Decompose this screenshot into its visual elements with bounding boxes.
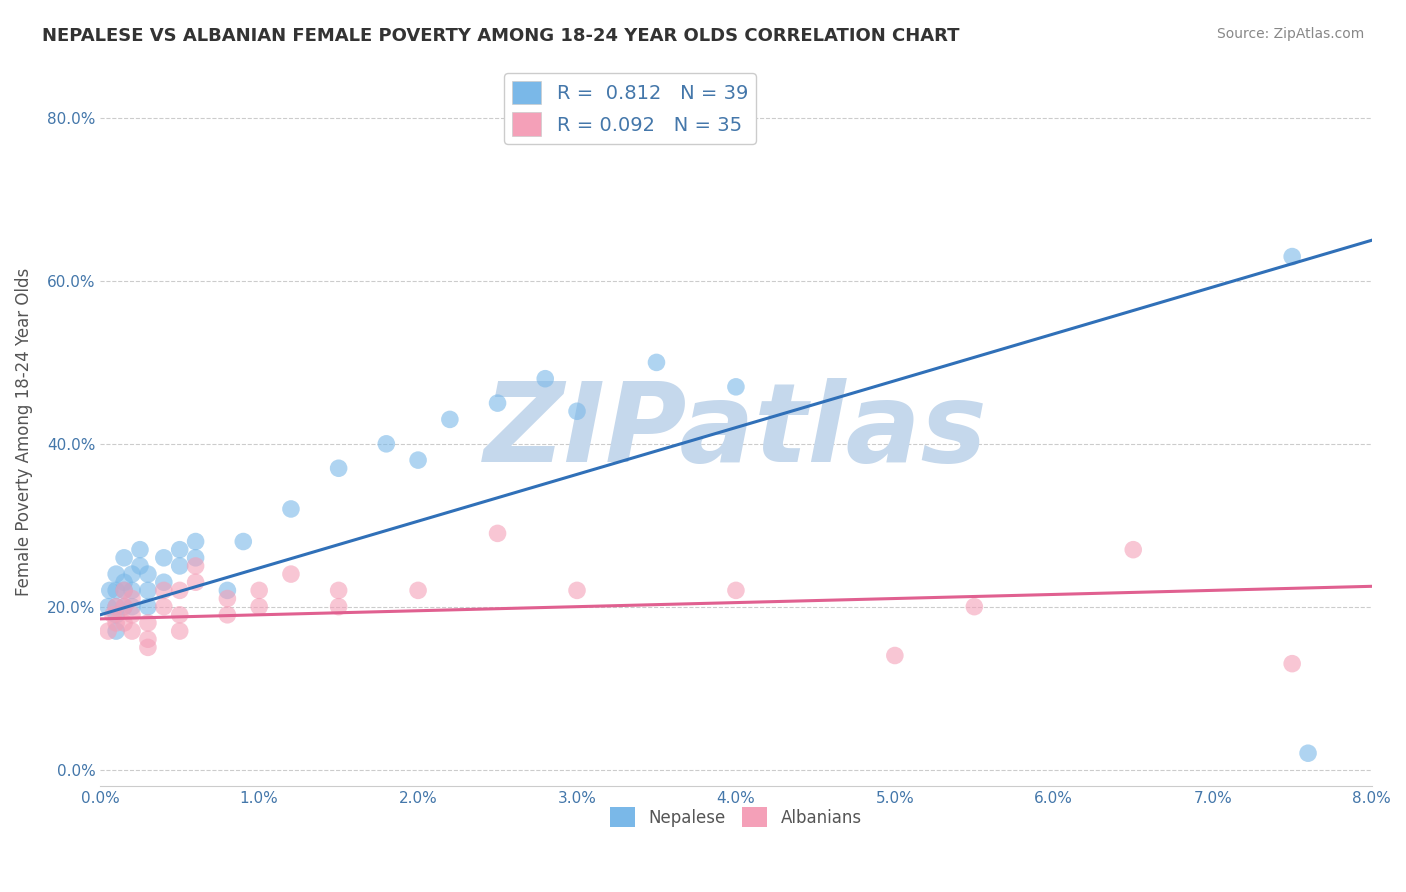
Point [97, 599, 120, 614]
Point [121, 607, 143, 622]
Point [486, 526, 509, 541]
Point [1281, 657, 1303, 671]
Point [153, 575, 176, 590]
Point [136, 640, 159, 655]
Point [112, 550, 135, 565]
Point [121, 591, 143, 606]
Point [328, 583, 350, 598]
Point [112, 599, 135, 614]
Point [105, 599, 128, 614]
Point [184, 534, 207, 549]
Point [724, 583, 747, 598]
Point [439, 412, 461, 426]
Point [121, 567, 143, 582]
Point [153, 550, 176, 565]
Point [169, 583, 191, 598]
Point [406, 583, 429, 598]
Point [232, 534, 254, 549]
Point [724, 380, 747, 394]
Point [169, 542, 191, 557]
Point [136, 632, 159, 647]
Point [97, 624, 120, 638]
Point [1281, 250, 1303, 264]
Point [169, 558, 191, 573]
Point [105, 567, 128, 582]
Point [136, 567, 159, 582]
Point [565, 404, 588, 418]
Point [169, 607, 191, 622]
Point [121, 599, 143, 614]
Point [486, 396, 509, 410]
Point [375, 437, 398, 451]
Legend: Nepalese, Albanians: Nepalese, Albanians [603, 800, 869, 834]
Point [98, 583, 121, 598]
Point [247, 583, 270, 598]
Point [280, 502, 302, 516]
Y-axis label: Female Poverty Among 18-24 Year Olds: Female Poverty Among 18-24 Year Olds [15, 268, 32, 596]
Point [406, 453, 429, 467]
Point [280, 567, 302, 582]
Point [136, 599, 159, 614]
Point [153, 599, 176, 614]
Point [129, 542, 152, 557]
Point [105, 583, 128, 598]
Point [217, 583, 239, 598]
Point [217, 607, 239, 622]
Point [217, 591, 239, 606]
Point [105, 607, 128, 622]
Point [112, 575, 135, 590]
Point [105, 599, 128, 614]
Point [534, 372, 557, 386]
Point [121, 624, 143, 638]
Point [105, 615, 128, 630]
Point [963, 599, 986, 614]
Point [121, 583, 143, 598]
Point [169, 624, 191, 638]
Point [328, 599, 350, 614]
Point [101, 607, 124, 622]
Point [153, 583, 176, 598]
Point [565, 583, 588, 598]
Point [645, 355, 668, 369]
Point [328, 461, 350, 475]
Point [883, 648, 905, 663]
Text: NEPALESE VS ALBANIAN FEMALE POVERTY AMONG 18-24 YEAR OLDS CORRELATION CHART: NEPALESE VS ALBANIAN FEMALE POVERTY AMON… [42, 27, 960, 45]
Point [184, 558, 207, 573]
Point [136, 615, 159, 630]
Text: Source: ZipAtlas.com: Source: ZipAtlas.com [1216, 27, 1364, 41]
Point [1296, 746, 1319, 760]
Point [136, 583, 159, 598]
Point [112, 583, 135, 598]
Point [247, 599, 270, 614]
Point [184, 575, 207, 590]
Point [1122, 542, 1144, 557]
Point [184, 550, 207, 565]
Point [129, 558, 152, 573]
Point [105, 624, 128, 638]
Point [112, 583, 135, 598]
Text: ZIPatlas: ZIPatlas [484, 378, 988, 485]
Point [112, 599, 135, 614]
Point [112, 615, 135, 630]
